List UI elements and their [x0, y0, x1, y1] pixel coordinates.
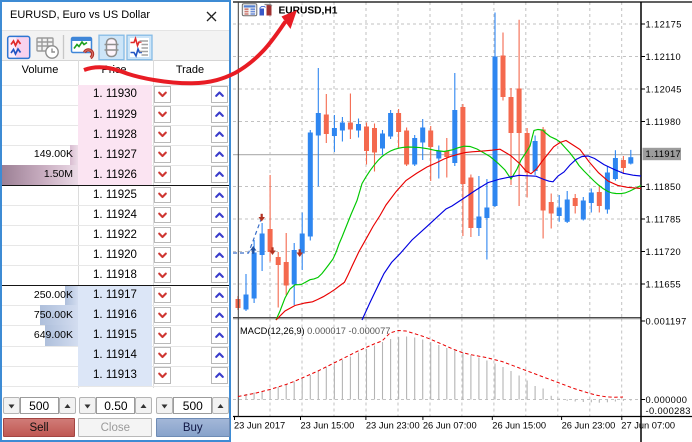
- svg-text:1.12110: 1.12110: [646, 52, 682, 62]
- svg-text:1.11850: 1.11850: [646, 182, 682, 192]
- svg-text:1.12045: 1.12045: [646, 84, 682, 94]
- svg-text:27 Jun 07:00: 27 Jun 07:00: [621, 421, 675, 431]
- svg-text:1.11655: 1.11655: [646, 279, 682, 289]
- svg-text:23 Jun 15:00: 23 Jun 15:00: [301, 421, 355, 431]
- svg-text:26 Jun 23:00: 26 Jun 23:00: [562, 421, 616, 431]
- svg-text:-0.000283: -0.000283: [646, 406, 691, 416]
- svg-text:0.001197: 0.001197: [646, 316, 687, 326]
- svg-text:1.11785: 1.11785: [646, 214, 682, 224]
- svg-text:EURUSD,H1: EURUSD,H1: [279, 6, 338, 17]
- svg-text:1.11720: 1.11720: [646, 247, 682, 257]
- svg-text:23 Jun 2017: 23 Jun 2017: [234, 421, 285, 431]
- svg-text:1.12175: 1.12175: [646, 19, 682, 29]
- svg-text:0.000000: 0.000000: [646, 395, 688, 405]
- svg-text:1.11917: 1.11917: [646, 149, 682, 159]
- svg-text:1.11980: 1.11980: [646, 117, 682, 127]
- svg-text:26 Jun 07:00: 26 Jun 07:00: [423, 421, 477, 431]
- svg-text:MACD(12,26,9) 0.000017 -0.0000: MACD(12,26,9) 0.000017 -0.000077: [240, 326, 390, 336]
- svg-text:23 Jun 23:00: 23 Jun 23:00: [366, 421, 420, 431]
- svg-text:26 Jun 15:00: 26 Jun 15:00: [492, 421, 546, 431]
